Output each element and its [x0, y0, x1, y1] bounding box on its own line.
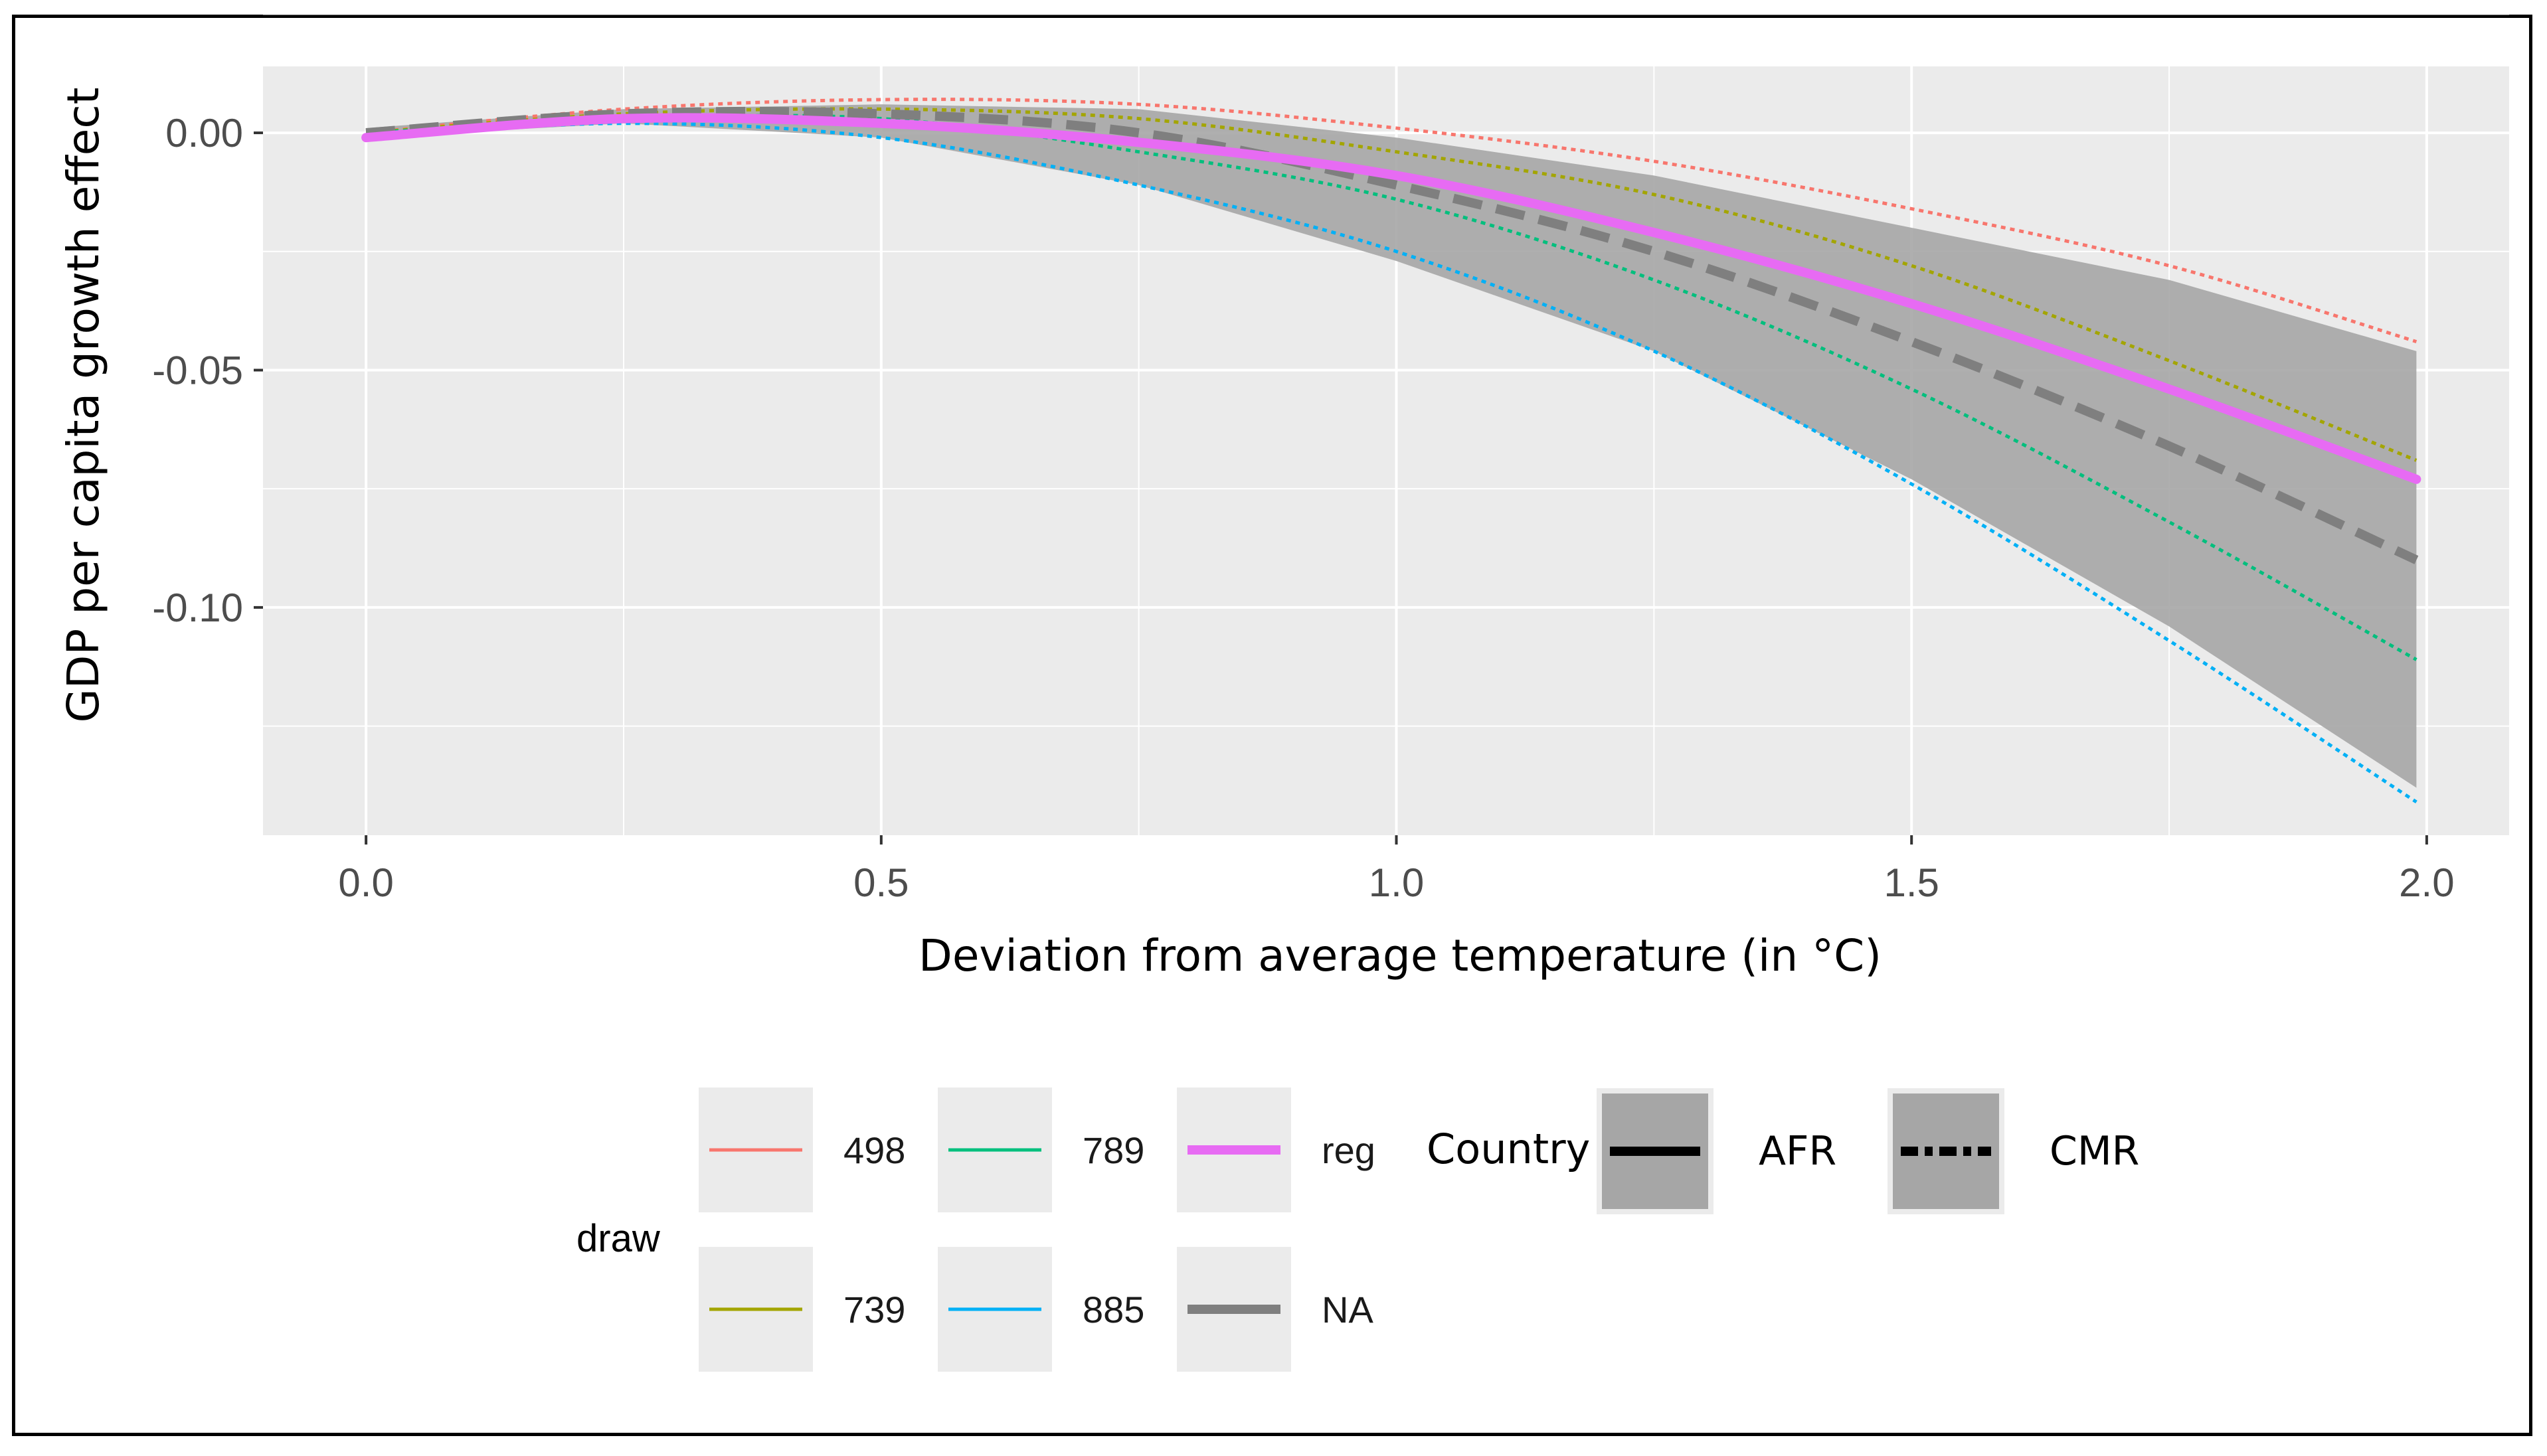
ribbon-layer	[366, 104, 2417, 788]
legend-draw: 498 789 reg 739 885 NA	[699, 1088, 1375, 1372]
legend-label-885: 885	[1083, 1289, 1144, 1331]
legend-label-498: 498	[843, 1129, 905, 1171]
legend-country: AFR CMR	[1597, 1088, 2139, 1214]
confidence-ribbon	[366, 104, 2417, 788]
legend-label-AFR: AFR	[1759, 1128, 1836, 1174]
legend-label-CMR: CMR	[2050, 1128, 2139, 1174]
legend-title-draw: draw	[576, 1217, 661, 1260]
x-tick-label: 0.0	[338, 860, 393, 905]
legend-title-country: Country	[1427, 1125, 1590, 1173]
axes: 0.0 0.5 1.0 1.5 2.0 0.00 -0.05 -0.10	[152, 111, 2454, 905]
series-layer	[361, 98, 2421, 804]
series-line-reg	[361, 113, 2421, 484]
y-tick-label: 0.00	[165, 111, 243, 155]
x-tick-label: 0.5	[853, 860, 909, 905]
x-tick-label: 1.5	[1884, 860, 1939, 905]
legend-label-NA: NA	[1322, 1289, 1373, 1331]
series-line-CMR	[365, 106, 2419, 564]
x-tick-label: 1.0	[1369, 860, 1424, 905]
x-tick-label: 2.0	[2399, 860, 2454, 905]
x-axis-title: Deviation from average temperature (in °…	[919, 930, 1882, 981]
legend-label-739: 739	[843, 1289, 905, 1331]
y-axis-title: GDP per capita growth effect	[58, 87, 109, 722]
legend-label-789: 789	[1083, 1129, 1144, 1171]
series-line-498	[365, 98, 2417, 343]
legend: draw 498 789 reg 739 885 NA Country AFR CMR	[576, 1088, 2139, 1372]
series-line-885	[365, 121, 2417, 804]
series-line-739	[365, 107, 2417, 462]
y-tick-label: -0.10	[152, 586, 243, 630]
y-tick-label: -0.05	[152, 348, 243, 392]
legend-label-reg: reg	[1322, 1129, 1375, 1171]
